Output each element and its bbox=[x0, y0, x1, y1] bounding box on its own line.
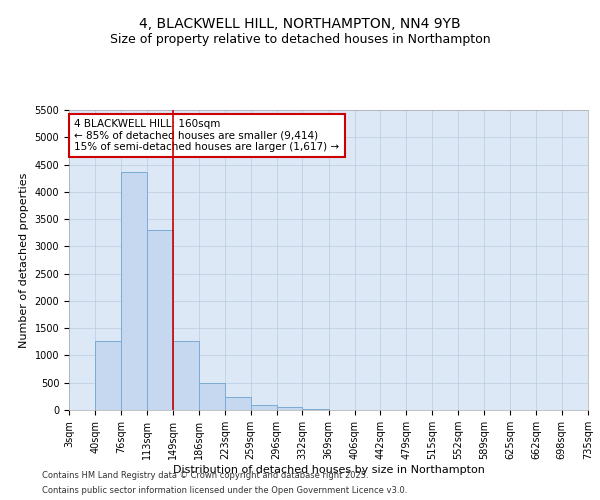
Text: Contains HM Land Registry data © Crown copyright and database right 2025.: Contains HM Land Registry data © Crown c… bbox=[42, 471, 368, 480]
Bar bbox=[173, 340, 199, 410]
Text: Size of property relative to detached houses in Northampton: Size of property relative to detached ho… bbox=[110, 32, 490, 46]
Bar bbox=[225, 397, 251, 410]
Y-axis label: Number of detached properties: Number of detached properties bbox=[19, 172, 29, 348]
X-axis label: Distribution of detached houses by size in Northampton: Distribution of detached houses by size … bbox=[173, 465, 484, 475]
Text: Contains public sector information licensed under the Open Government Licence v3: Contains public sector information licen… bbox=[42, 486, 407, 495]
Bar bbox=[199, 382, 225, 410]
Bar bbox=[121, 172, 147, 410]
Bar bbox=[277, 408, 302, 410]
Bar bbox=[147, 230, 173, 410]
Bar bbox=[95, 340, 121, 410]
Text: 4 BLACKWELL HILL: 160sqm
← 85% of detached houses are smaller (9,414)
15% of sem: 4 BLACKWELL HILL: 160sqm ← 85% of detach… bbox=[74, 119, 340, 152]
Text: 4, BLACKWELL HILL, NORTHAMPTON, NN4 9YB: 4, BLACKWELL HILL, NORTHAMPTON, NN4 9YB bbox=[139, 18, 461, 32]
Bar bbox=[251, 405, 277, 410]
